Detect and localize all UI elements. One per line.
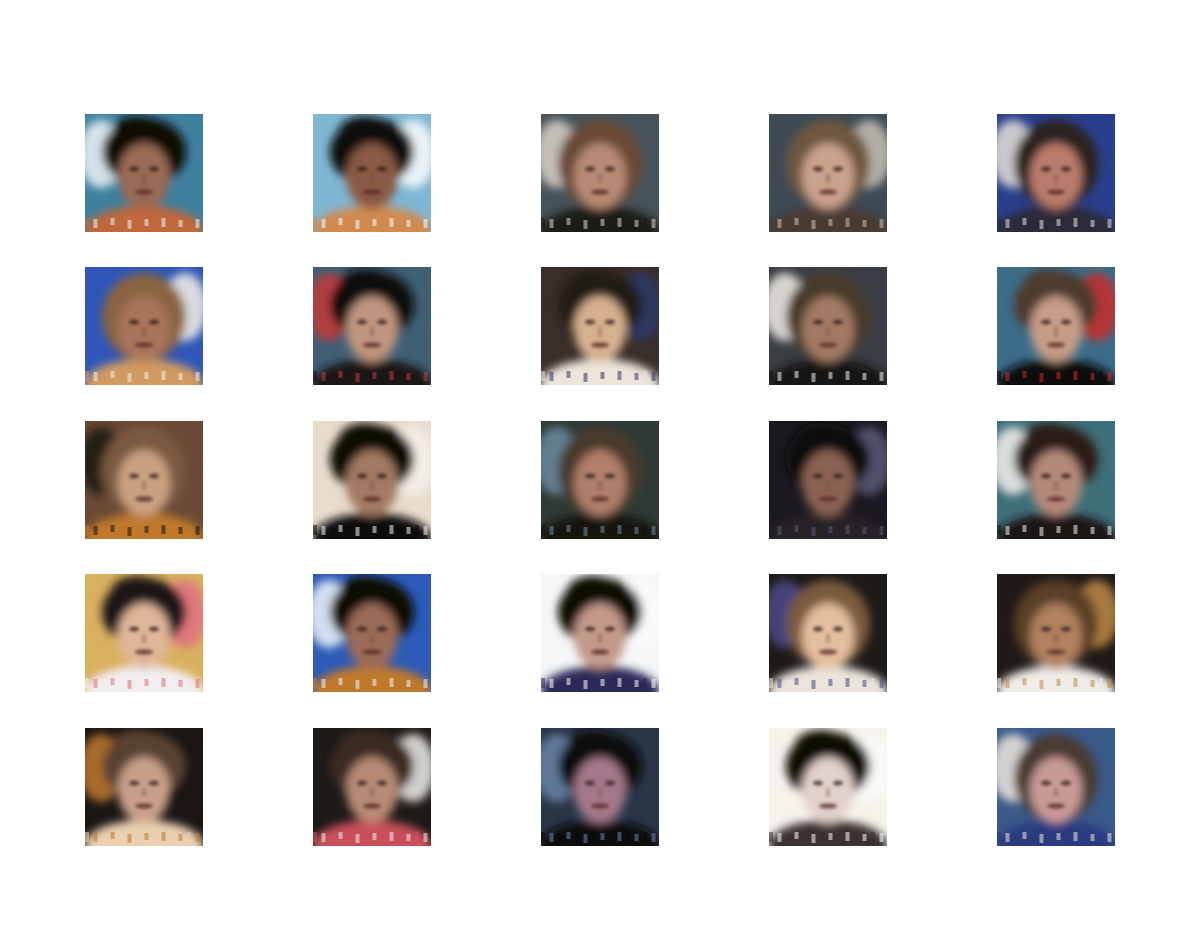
face-sample-image (85, 114, 203, 232)
face-sample-tile (997, 267, 1115, 385)
face-sample-image (85, 574, 203, 692)
face-sample-tile (313, 421, 431, 539)
face-sample-image (313, 421, 431, 539)
face-sample-tile (769, 728, 887, 846)
face-sample-image (541, 267, 659, 385)
face-sample-image (85, 728, 203, 846)
face-sample-tile (997, 728, 1115, 846)
face-sample-tile (85, 421, 203, 539)
face-sample-image (541, 114, 659, 232)
face-sample-tile (997, 574, 1115, 692)
face-sample-image (85, 421, 203, 539)
face-sample-image (997, 574, 1115, 692)
face-sample-image (769, 114, 887, 232)
face-sample-image (313, 728, 431, 846)
face-sample-tile (769, 574, 887, 692)
face-sample-image (769, 267, 887, 385)
face-sample-image (541, 728, 659, 846)
face-sample-tile (85, 267, 203, 385)
face-sample-tile (541, 267, 659, 385)
face-sample-tile (313, 114, 431, 232)
face-sample-image (541, 421, 659, 539)
face-sample-tile (769, 421, 887, 539)
face-sample-image (997, 728, 1115, 846)
face-sample-tile (85, 114, 203, 232)
face-sample-image (769, 574, 887, 692)
face-sample-tile (541, 574, 659, 692)
face-sample-image (313, 114, 431, 232)
face-sample-image (769, 728, 887, 846)
face-sample-tile (997, 421, 1115, 539)
face-sample-tile (541, 421, 659, 539)
face-sample-tile (997, 114, 1115, 232)
face-sample-image (313, 267, 431, 385)
face-sample-tile (313, 267, 431, 385)
face-sample-image (997, 114, 1115, 232)
face-sample-image (85, 267, 203, 385)
face-sample-tile (769, 267, 887, 385)
face-sample-image (313, 574, 431, 692)
face-sample-tile (541, 728, 659, 846)
face-sample-tile (313, 574, 431, 692)
face-sample-tile (769, 114, 887, 232)
face-sample-tile (313, 728, 431, 846)
face-sample-tile (541, 114, 659, 232)
face-sample-image (997, 267, 1115, 385)
face-sample-tile (85, 574, 203, 692)
face-sample-image (541, 574, 659, 692)
face-sample-image (997, 421, 1115, 539)
face-sample-tile (85, 728, 203, 846)
face-sample-image (769, 421, 887, 539)
